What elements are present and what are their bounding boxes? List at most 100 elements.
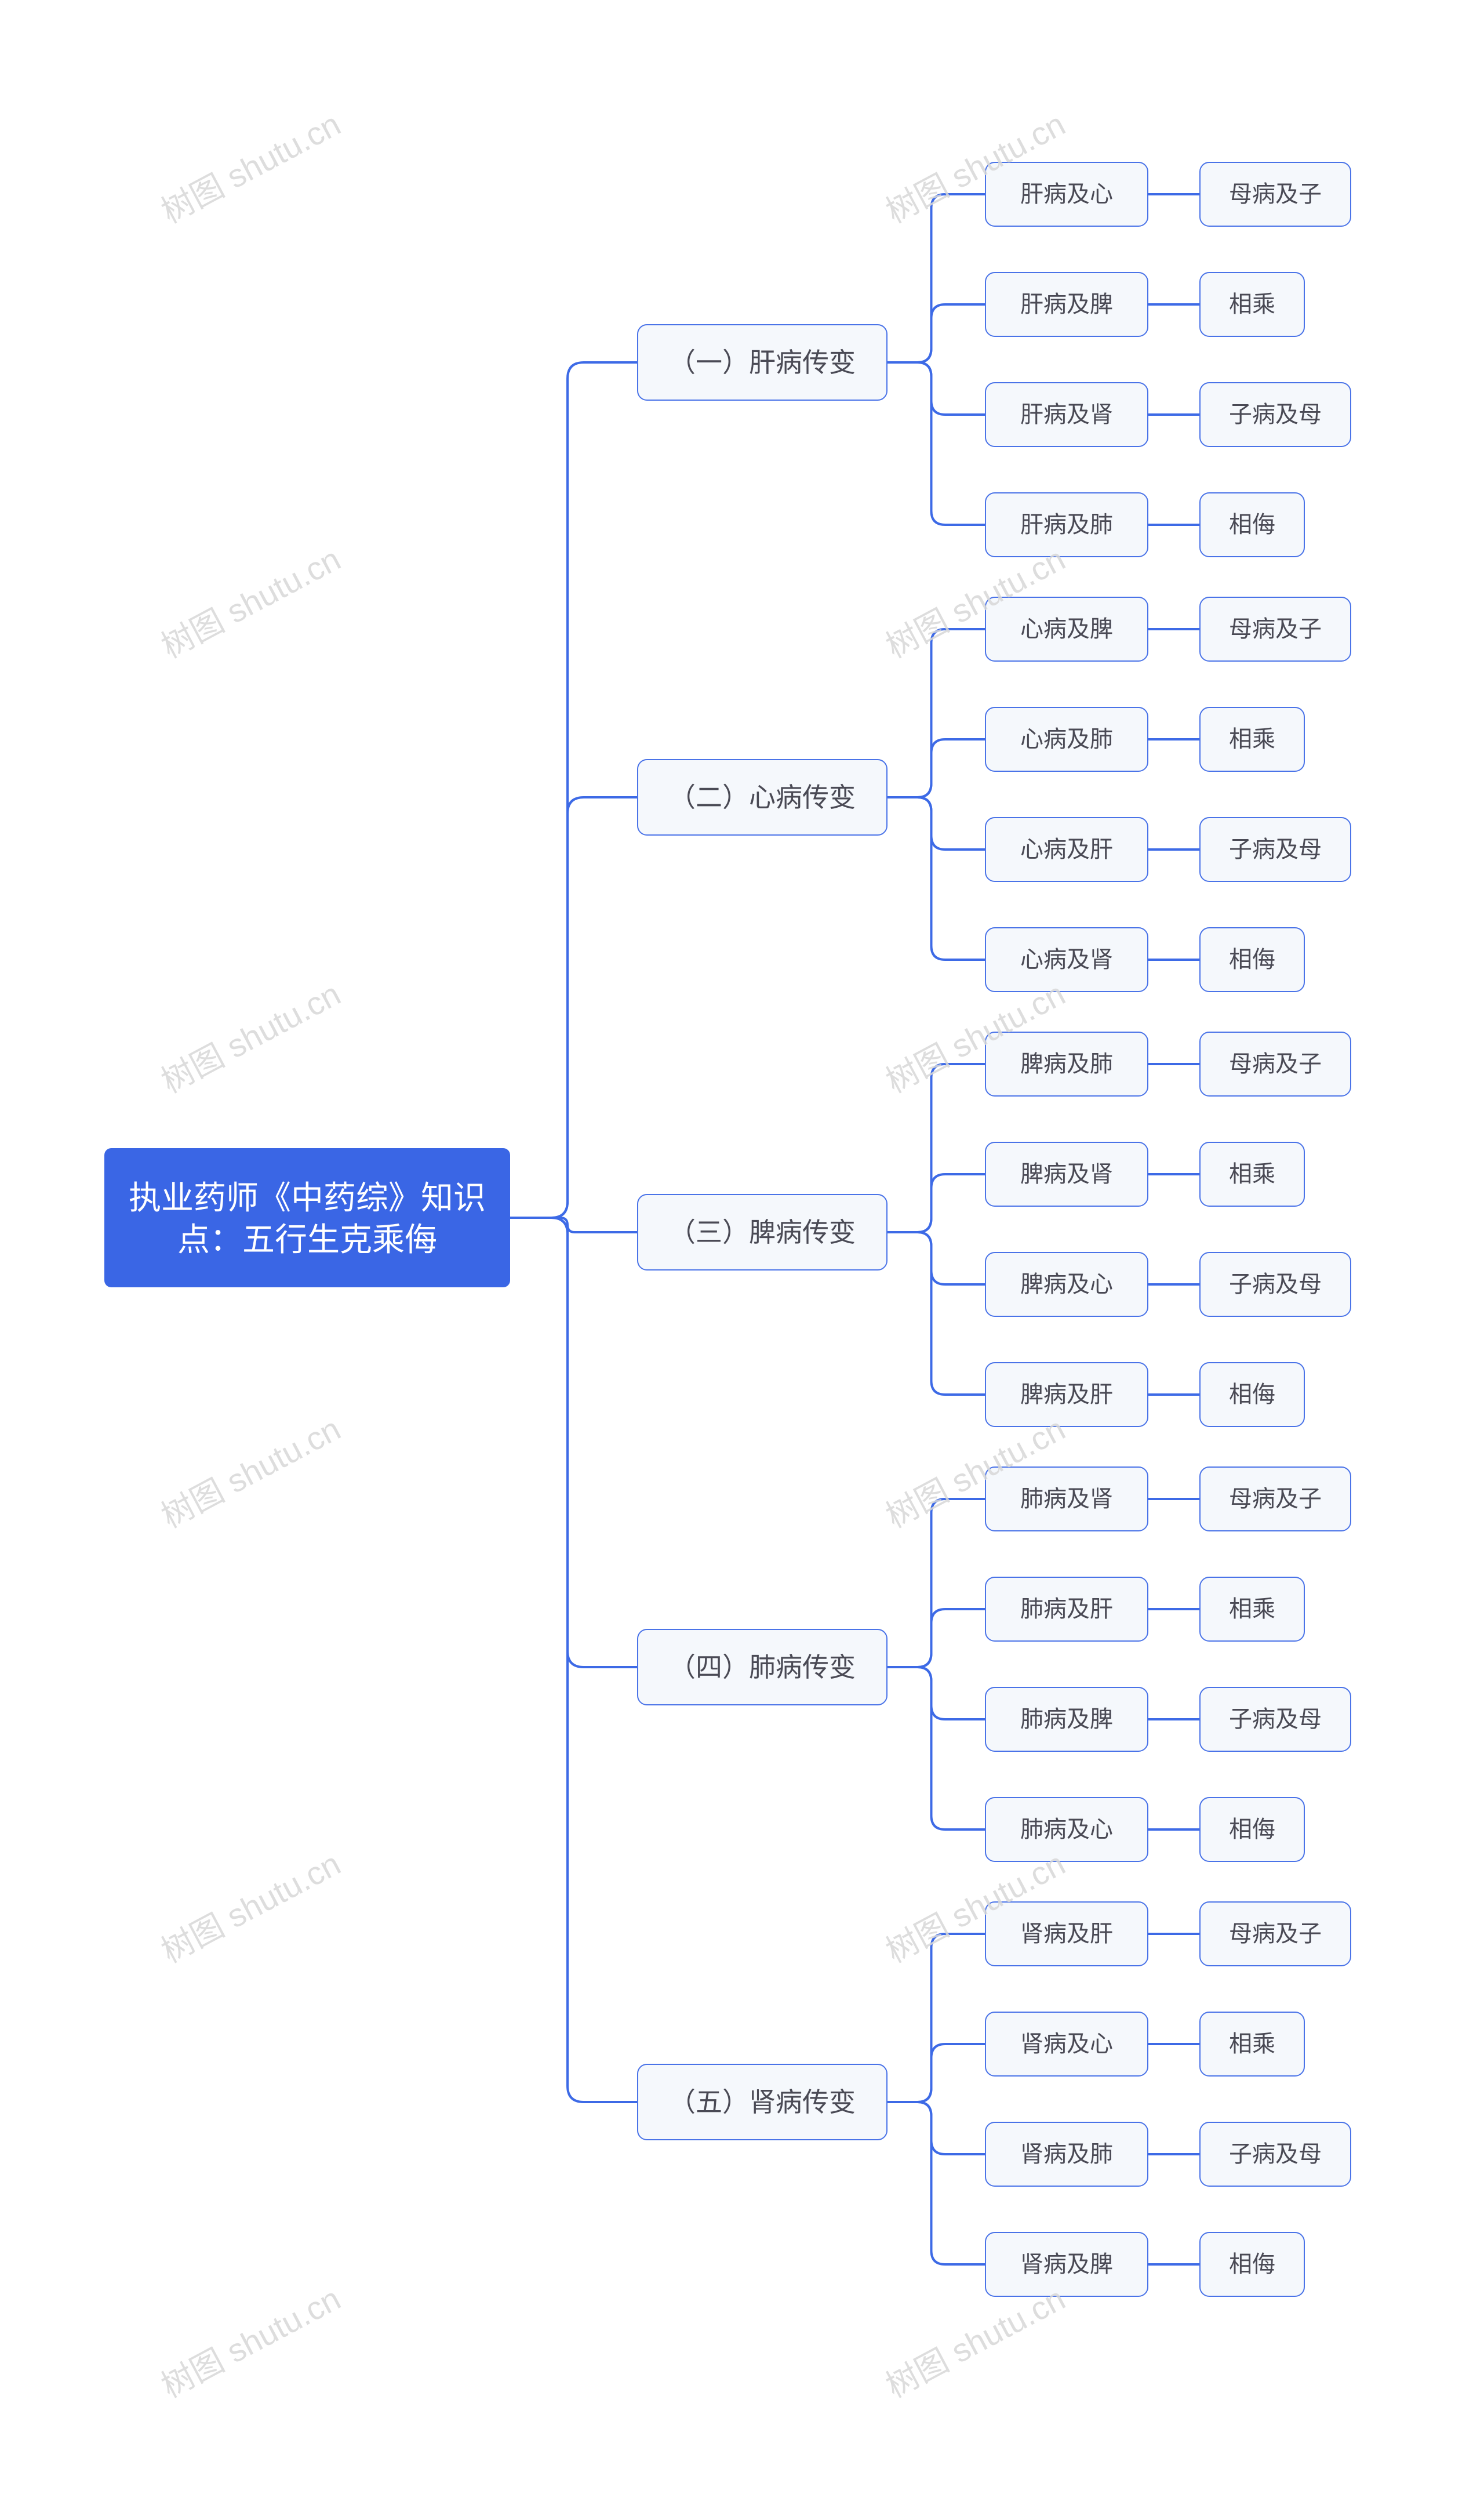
level2-node-n5c-label: 肾病及肺	[1020, 2141, 1113, 2167]
level2-node-n1c: 肝病及肾	[985, 383, 1148, 447]
level1-node-n5-label: （五）肾病传变	[669, 2087, 856, 2117]
level2-node-n4d: 肺病及心	[985, 1798, 1148, 1861]
level1-node-n4: （四）肺病传变	[638, 1629, 887, 1705]
connector-n2-to-n2b	[887, 739, 985, 797]
level2-node-n5a-label: 肾病及肝	[1020, 1921, 1113, 1947]
level2-node-n3d-label: 脾病及肝	[1020, 1382, 1113, 1407]
level3-node-n4d: 相侮	[1200, 1798, 1304, 1861]
level2-node-n3a: 脾病及肺	[985, 1032, 1148, 1096]
level2-node-n3b-label: 脾病及肾	[1020, 1161, 1113, 1187]
level2-node-n4c: 肺病及脾	[985, 1687, 1148, 1751]
connector-n3-to-n3d	[887, 1232, 985, 1395]
level3-node-n2a: 母病及子	[1200, 597, 1351, 661]
level1-node-n4-label: （四）肺病传变	[669, 1652, 856, 1682]
level2-node-n4c-label: 肺病及脾	[1020, 1707, 1113, 1732]
connector-n2-to-n2a	[887, 629, 985, 797]
level3-node-n3c: 子病及母	[1200, 1253, 1351, 1316]
level3-node-n4b: 相乘	[1200, 1577, 1304, 1641]
level3-node-n4a: 母病及子	[1200, 1467, 1351, 1531]
level2-node-n4a-label: 肺病及肾	[1020, 1486, 1113, 1512]
level1-node-n1: （一）肝病传变	[638, 325, 887, 400]
level2-node-n1b-label: 肝病及脾	[1020, 292, 1113, 317]
connector-n1-to-n1b	[887, 304, 985, 362]
connector-n2-to-n2d	[887, 797, 985, 960]
connector-n3-to-n3c	[887, 1232, 985, 1284]
level2-node-n3c: 脾病及心	[985, 1253, 1148, 1316]
level2-node-n2b: 心病及肺	[985, 707, 1148, 771]
connector-root-to-n2	[510, 797, 638, 1218]
level2-node-n1a: 肝病及心	[985, 162, 1148, 226]
level2-node-n5d-label: 肾病及脾	[1020, 2252, 1113, 2277]
level2-node-n4d-label: 肺病及心	[1020, 1817, 1113, 1842]
connector-root-to-n5	[510, 1218, 638, 2102]
level3-node-n5b: 相乘	[1200, 2012, 1304, 2076]
level3-node-n2d: 相侮	[1200, 928, 1304, 992]
root-label-line2: 点：五行生克乘侮	[177, 1221, 437, 1258]
level2-node-n3c-label: 脾病及心	[1020, 1272, 1113, 1297]
level2-node-n1c-label: 肝病及肾	[1020, 402, 1113, 427]
level2-node-n4b-label: 肺病及肝	[1020, 1596, 1113, 1622]
level3-node-n1d: 相侮	[1200, 493, 1304, 557]
connector-n2-to-n2c	[887, 797, 985, 850]
connector-n1-to-n1a	[887, 194, 985, 362]
level3-node-n5a-label: 母病及子	[1229, 1921, 1322, 1947]
level2-node-n2b-label: 心病及肺	[1020, 727, 1113, 752]
level3-node-n1d-label: 相侮	[1229, 512, 1275, 538]
connector-n5-to-n5b	[887, 2044, 985, 2102]
level3-node-n2b: 相乘	[1200, 707, 1304, 771]
connector-n4-to-n4b	[887, 1609, 985, 1667]
level2-node-n2a-label: 心病及脾	[1020, 616, 1113, 642]
level3-node-n1a-label: 母病及子	[1229, 181, 1322, 207]
level2-node-n3b: 脾病及肾	[985, 1142, 1148, 1206]
connector-n4-to-n4c	[887, 1667, 985, 1719]
level3-node-n4b-label: 相乘	[1229, 1596, 1275, 1622]
root-label-line1: 执业药师《中药综》知识	[129, 1179, 486, 1216]
level3-node-n2b-label: 相乘	[1229, 727, 1275, 752]
level2-node-n5d: 肾病及脾	[985, 2233, 1148, 2296]
level3-node-n1b-label: 相乘	[1229, 292, 1275, 317]
level3-node-n1a: 母病及子	[1200, 162, 1351, 226]
level2-node-n1a-label: 肝病及心	[1020, 181, 1113, 207]
level2-node-n2d: 心病及肾	[985, 928, 1148, 992]
level3-node-n3d: 相侮	[1200, 1363, 1304, 1426]
level1-node-n2: （二）心病传变	[638, 760, 887, 835]
connector-n4-to-n4a	[887, 1499, 985, 1667]
level2-node-n2c-label: 心病及肝	[1020, 837, 1113, 862]
level3-node-n3b-label: 相乘	[1229, 1161, 1275, 1187]
connector-n5-to-n5d	[887, 2102, 985, 2264]
root-node: 执业药师《中药综》知识点：五行生克乘侮	[104, 1148, 510, 1287]
level1-node-n2-label: （二）心病传变	[669, 782, 856, 812]
connector-root-to-n3	[510, 1218, 638, 1232]
level2-node-n5b-label: 肾病及心	[1020, 2031, 1113, 2057]
level3-node-n4d-label: 相侮	[1229, 1817, 1275, 1842]
level3-node-n3d-label: 相侮	[1229, 1382, 1275, 1407]
connector-n1-to-n1c	[887, 362, 985, 415]
mindmap-canvas: 执业药师《中药综》知识点：五行生克乘侮 （一）肝病传变 （二）心病传变 （三）脾病传变…	[0, 0, 1484, 2512]
level2-node-n5b: 肾病及心	[985, 2012, 1148, 2076]
level3-node-n3b: 相乘	[1200, 1142, 1304, 1206]
level2-node-n5c: 肾病及肺	[985, 2122, 1148, 2186]
level3-node-n2a-label: 母病及子	[1229, 616, 1322, 642]
level3-node-n4a-label: 母病及子	[1229, 1486, 1322, 1512]
level2-node-n3a-label: 脾病及肺	[1020, 1051, 1113, 1077]
connector-root-to-n4	[510, 1218, 638, 1667]
level1-node-n5: （五）肾病传变	[638, 2064, 887, 2140]
level2-node-n5a: 肾病及肝	[985, 1902, 1148, 1966]
level3-node-n4c: 子病及母	[1200, 1687, 1351, 1751]
connector-n5-to-n5a	[887, 1934, 985, 2102]
level1-node-n3: （三）脾病传变	[638, 1195, 887, 1270]
connector-n1-to-n1d	[887, 362, 985, 525]
level3-node-n2c: 子病及母	[1200, 818, 1351, 881]
connector-n3-to-n3b	[887, 1174, 985, 1232]
level3-node-n3a-label: 母病及子	[1229, 1051, 1322, 1077]
level3-node-n5d-label: 相侮	[1229, 2252, 1275, 2277]
connector-n4-to-n4d	[887, 1667, 985, 1829]
level2-node-n1d: 肝病及肺	[985, 493, 1148, 557]
level3-node-n5d: 相侮	[1200, 2233, 1304, 2296]
connector-n5-to-n5c	[887, 2102, 985, 2154]
level2-node-n1d-label: 肝病及肺	[1020, 512, 1113, 538]
level3-node-n5c: 子病及母	[1200, 2122, 1351, 2186]
level2-node-n3d: 脾病及肝	[985, 1363, 1148, 1426]
level3-node-n5a: 母病及子	[1200, 1902, 1351, 1966]
level3-node-n2d-label: 相侮	[1229, 947, 1275, 972]
